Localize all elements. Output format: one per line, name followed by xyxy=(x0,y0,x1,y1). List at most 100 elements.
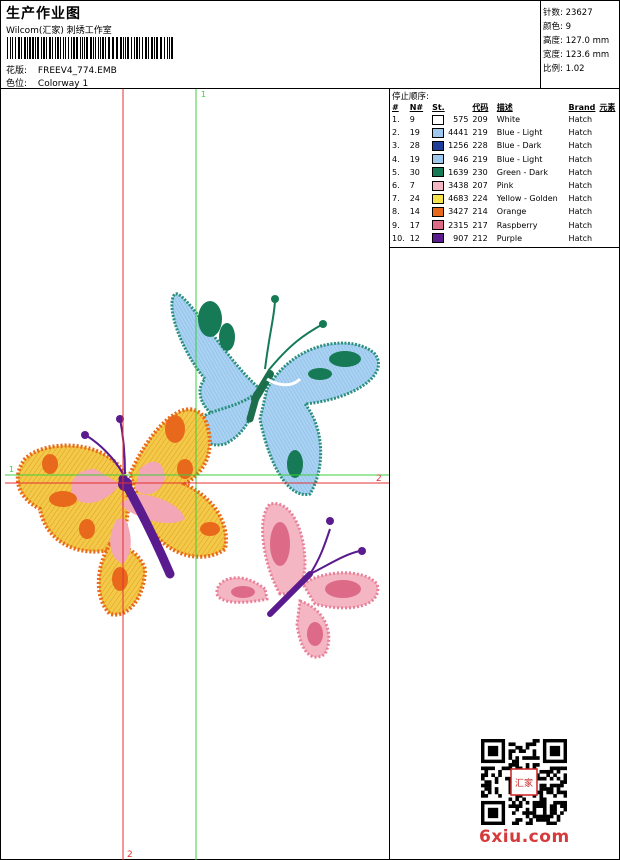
table-row: 2. 19 4441 219 Blue - Light Hatch xyxy=(390,126,620,139)
row-code: 209 xyxy=(472,115,488,125)
colorway-value: Colorway 1 xyxy=(37,79,89,89)
table-row: 4. 19 946 219 Blue - Light Hatch xyxy=(390,153,620,166)
orange-butterfly xyxy=(15,407,228,617)
row-brand: Hatch xyxy=(568,128,593,138)
page-title: 生产作业图 xyxy=(6,6,81,22)
color-swatch xyxy=(432,167,445,178)
col-brand: Brand xyxy=(568,102,596,112)
row-index: 2. xyxy=(392,128,400,138)
table-row: 5. 30 1639 230 Green - Dark Hatch xyxy=(390,166,620,179)
studio-name: Wilcom(汇家) 刺绣工作室 xyxy=(6,26,112,36)
guide-label-green-top: 1 xyxy=(201,90,206,99)
row-stitches: 4683 xyxy=(448,194,469,204)
row-code: 219 xyxy=(472,154,488,164)
table-row: 7. 24 4683 224 Yellow - Golden Hatch xyxy=(390,192,620,205)
qr-code-image: 汇家 xyxy=(481,739,567,825)
col-code: 代码 xyxy=(472,102,489,112)
table-row: 1. 9 575 209 White Hatch xyxy=(390,113,620,126)
row-needle: 17 xyxy=(409,220,420,230)
row-needle: 12 xyxy=(409,233,420,243)
color-swatch xyxy=(432,154,445,165)
row-code: 224 xyxy=(472,194,488,204)
row-code: 228 xyxy=(472,141,488,151)
colorway-row: 色位: Colorway 1 xyxy=(6,76,88,89)
stat-colors: 颜色: 9 xyxy=(543,22,571,32)
row-element xyxy=(597,232,620,245)
row-element xyxy=(597,219,620,232)
stat-width: 宽度: 123.6 mm xyxy=(543,50,610,60)
row-code: 230 xyxy=(472,167,488,177)
table-row: 9. 17 2315 217 Raspberry Hatch xyxy=(390,219,620,232)
stop-sequence-rows: 1. 9 575 209 White Hatch 2. 19 4441 219 Blue - Lig… xyxy=(390,113,620,245)
row-description: Blue - Light xyxy=(496,128,543,138)
row-element xyxy=(597,153,620,166)
guide-label-green-left: 1 xyxy=(9,465,14,474)
row-color-swatch xyxy=(430,192,446,205)
row-description: Orange xyxy=(496,207,527,217)
guide-label-red-bottom: 2 xyxy=(127,850,133,860)
row-element xyxy=(597,192,620,205)
design-file-name: FREEV4_774.EMB xyxy=(37,66,117,76)
col-description: 描述 xyxy=(496,102,513,112)
color-swatch xyxy=(432,127,445,138)
row-brand: Hatch xyxy=(568,194,593,204)
row-color-swatch xyxy=(430,166,446,179)
row-stitches: 1256 xyxy=(448,141,469,151)
color-swatch xyxy=(432,140,445,151)
row-code: 219 xyxy=(472,128,488,138)
row-code: 212 xyxy=(472,233,488,243)
stat-height: 高度: 127.0 mm xyxy=(543,36,610,46)
design-label: 花版: xyxy=(6,66,28,76)
blue-butterfly xyxy=(170,292,380,497)
barcode-image xyxy=(7,37,173,59)
row-brand: Hatch xyxy=(568,141,593,151)
row-stitches: 946 xyxy=(453,154,469,164)
row-color-swatch xyxy=(430,205,446,218)
row-description: Green - Dark xyxy=(496,167,548,177)
stat-scale: 比例: 1.02 xyxy=(543,64,585,74)
panel-divider xyxy=(389,89,390,860)
row-description: Pink xyxy=(496,181,514,191)
row-brand: Hatch xyxy=(568,154,593,164)
embroidery-preview: 1 2 1 2 xyxy=(5,89,390,860)
pink-butterfly xyxy=(215,502,380,659)
color-swatch xyxy=(432,193,445,204)
row-stitches: 4441 xyxy=(448,128,469,138)
row-stitches: 2315 xyxy=(448,220,469,230)
row-brand: Hatch xyxy=(568,220,593,230)
row-brand: Hatch xyxy=(568,167,593,177)
col-element: 元素 xyxy=(599,102,616,112)
row-index: 3. xyxy=(392,141,400,151)
row-index: 9. xyxy=(392,220,400,230)
row-needle: 7 xyxy=(409,181,415,191)
color-swatch xyxy=(432,114,445,125)
table-row: 6. 7 3438 207 Pink Hatch xyxy=(390,179,620,192)
watermark-text: 6xiu.com xyxy=(479,827,570,847)
row-index: 1. xyxy=(392,115,400,125)
table-row: 8. 14 3427 214 Orange Hatch xyxy=(390,205,620,218)
row-description: Purple xyxy=(496,233,523,243)
stop-sequence-table: # N# St. 代码 描述 Brand 元素 1. 9 575 209 White Ha… xyxy=(390,101,620,245)
row-needle: 9 xyxy=(409,115,415,125)
col-index: # xyxy=(392,102,399,112)
row-index: 10. xyxy=(392,233,405,243)
row-index: 7. xyxy=(392,194,400,204)
row-brand: Hatch xyxy=(568,181,593,191)
row-code: 214 xyxy=(472,207,488,217)
row-brand: Hatch xyxy=(568,207,593,217)
row-stitches: 1639 xyxy=(448,167,469,177)
row-needle: 30 xyxy=(409,167,420,177)
design-stats-panel: 针数: 23627 颜色: 9 高度: 127.0 mm 宽度: 123.6 m… xyxy=(541,1,620,89)
table-row: 10. 12 907 212 Purple Hatch xyxy=(390,232,620,245)
row-description: Yellow - Golden xyxy=(496,194,558,204)
stop-sequence-panel: 停止顺序: # N# St. 代码 描述 Brand 元素 1. 9 575 209 W… xyxy=(390,89,620,248)
row-color-swatch xyxy=(430,179,446,192)
row-index: 4. xyxy=(392,154,400,164)
row-needle: 19 xyxy=(409,128,420,138)
design-file-row: 花版: FREEV4_774.EMB xyxy=(6,63,117,76)
color-swatch xyxy=(432,220,445,231)
row-index: 6. xyxy=(392,181,400,191)
header-panel: 生产作业图 Wilcom(汇家) 刺绣工作室 花版: FREEV4_774.EM… xyxy=(1,1,541,89)
row-brand: Hatch xyxy=(568,115,593,125)
